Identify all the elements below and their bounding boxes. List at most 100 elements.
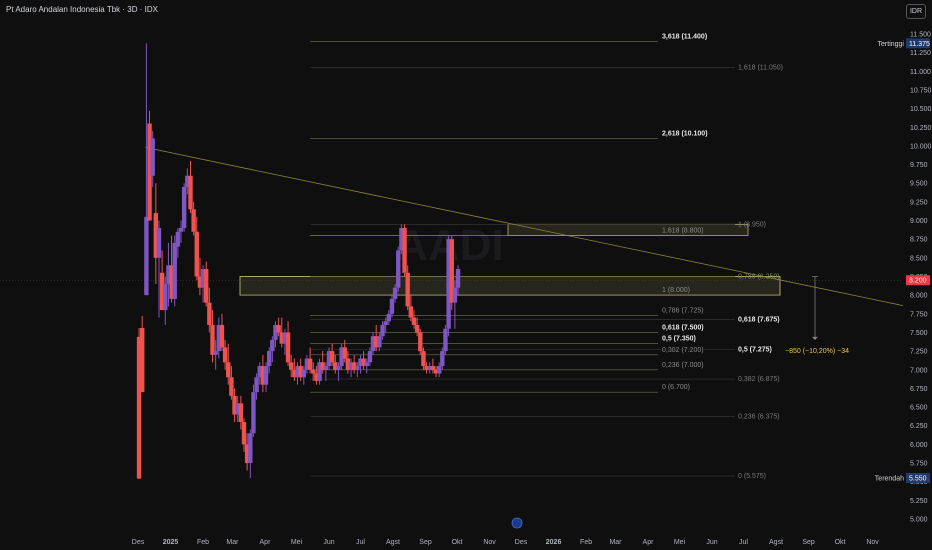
candle-body [351, 362, 357, 370]
candle-body [166, 265, 171, 284]
candle-body [147, 123, 152, 221]
measure-label: −850 (−10,20%) −34 [785, 348, 849, 355]
candle-body [446, 239, 451, 329]
candle-body [226, 362, 231, 378]
candle-body [144, 216, 149, 296]
candle-body [383, 321, 388, 325]
candle-body [235, 403, 240, 415]
candle-body [408, 306, 414, 318]
measure-tool[interactable]: −850 (−10,20%) −34 [785, 276, 849, 355]
candle-body [232, 395, 237, 415]
highest-tag [906, 38, 930, 49]
highest-value: 11.375 [909, 41, 930, 48]
y-tick-label: 7.500 [910, 330, 928, 337]
fib-label: 1 (8.000) [662, 287, 690, 294]
candle-body [370, 336, 376, 352]
candle-body [307, 358, 313, 370]
candle-body [238, 403, 244, 422]
candle-body [136, 336, 142, 479]
candle-body [197, 276, 203, 288]
y-tick-label: 8.000 [910, 293, 928, 300]
lowest-value: 5.550 [909, 475, 927, 482]
fib-zones [239, 223, 781, 296]
candle-body [213, 351, 218, 355]
y-tick-label: 9.750 [910, 162, 928, 169]
fib2-label: 0,236 (6.375) [738, 413, 780, 420]
candle-body [348, 362, 354, 370]
candle-body [399, 228, 404, 251]
lowest-label: Terendah [875, 475, 904, 482]
candle-body [402, 228, 407, 273]
candle-body [222, 347, 228, 363]
candle-body [361, 358, 366, 367]
price-axis[interactable]: 5.0005.2505.5005.7506.0006.2506.5006.750… [910, 32, 932, 524]
candle-body [219, 325, 225, 348]
y-tick-label: 10.250 [910, 125, 932, 132]
zone-upper [507, 223, 749, 236]
x-tick-label: Apr [260, 539, 272, 546]
event-marker [511, 517, 523, 529]
y-tick-label: 7.750 [910, 311, 928, 318]
fib-label: 0,618 (7.500) [662, 324, 704, 331]
candle-body [323, 366, 329, 370]
candle-body [254, 377, 259, 393]
last-price-value: 8.200 [909, 278, 927, 285]
chart-title: Pt Adaro Andalan Indonesia Tbk · 3D · ID… [6, 5, 158, 14]
candle-body [443, 328, 448, 352]
candle-body [433, 369, 439, 374]
candle-body [449, 239, 454, 303]
candle-body [285, 332, 291, 363]
candle-body [392, 287, 398, 299]
time-axis[interactable]: Des 2025 Feb Mar Apr Mei Jun Jul Agst Sep Okt Nov De… [132, 517, 880, 546]
x-tick-label: Okt [835, 539, 846, 546]
candle-body [150, 138, 155, 176]
fib-label: 2,618 (10.100) [662, 130, 708, 137]
highest-label: Tertinggi [878, 41, 905, 48]
fib2-label: 0,382 (6.875) [738, 376, 780, 383]
candle-body [389, 298, 395, 314]
candle-body [405, 272, 410, 307]
candle-body [216, 325, 222, 352]
candle-body [367, 351, 373, 363]
x-tick-label: Des [515, 539, 528, 546]
candle-body [342, 347, 347, 359]
x-tick-label: Nov [866, 539, 879, 546]
candle-body [263, 366, 269, 385]
y-tick-label: 6.500 [910, 405, 928, 412]
candle-body [339, 347, 344, 367]
candle-body [436, 366, 442, 374]
last-price-tag [906, 275, 930, 286]
y-tick-label: 9.250 [910, 199, 928, 206]
y-tick-label: 10.000 [910, 143, 932, 150]
candle-body [333, 362, 338, 370]
candle-body [276, 325, 281, 333]
currency-button[interactable]: IDR [906, 4, 926, 19]
candle-body [260, 366, 266, 385]
candle-body [273, 325, 278, 340]
x-tick-label: Nov [483, 539, 496, 546]
candle-body [292, 369, 297, 378]
candle-body [244, 444, 250, 464]
candle-body [282, 332, 288, 344]
candle-body [304, 358, 310, 370]
x-tick-label: Sep [419, 539, 432, 546]
candle-body [175, 231, 181, 247]
fib-label: 1,618 (8.800) [662, 227, 704, 234]
candle-body [159, 272, 165, 311]
fib-label: 0 (6.700) [662, 384, 690, 391]
x-tick-label: Okt [452, 539, 463, 546]
y-tick-label: 11.500 [910, 32, 931, 39]
x-tick-label: Mei [674, 539, 686, 546]
x-tick-label: Sep [802, 539, 815, 546]
candle-body [424, 366, 429, 370]
x-tick-label: Jul [356, 539, 365, 546]
candle-body [414, 325, 420, 333]
candle-body [266, 351, 272, 367]
candle-body [241, 422, 247, 445]
y-tick-label: 5.250 [910, 498, 928, 505]
lowest-tag [906, 472, 930, 483]
candle-body [248, 433, 253, 464]
fib-label: 0,5 (7.350) [662, 336, 696, 343]
candle-body [418, 332, 423, 352]
